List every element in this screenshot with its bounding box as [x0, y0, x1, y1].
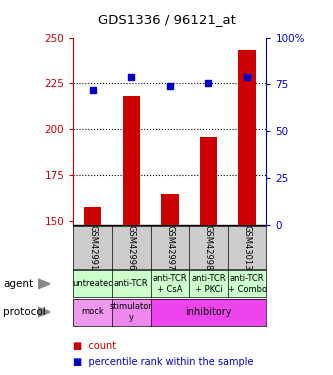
Text: agent: agent [3, 279, 33, 289]
Text: GSM42991: GSM42991 [88, 225, 97, 270]
Text: mock: mock [81, 308, 104, 316]
Text: GSM42996: GSM42996 [127, 225, 136, 270]
Text: GSM43013: GSM43013 [242, 225, 252, 270]
Bar [200, 137, 217, 225]
Text: protocol: protocol [3, 307, 46, 317]
Bar [238, 50, 256, 225]
Bar [123, 96, 140, 225]
Text: ■  count: ■ count [73, 341, 117, 351]
Text: stimulator
y: stimulator y [110, 302, 153, 322]
Text: GSM42997: GSM42997 [165, 225, 174, 270]
Text: inhibitory: inhibitory [185, 307, 232, 317]
Polygon shape [38, 307, 50, 317]
Text: untreated: untreated [72, 279, 113, 288]
Text: ■  percentile rank within the sample: ■ percentile rank within the sample [73, 357, 254, 367]
Bar [84, 207, 101, 225]
Text: anti-TCR: anti-TCR [114, 279, 149, 288]
Text: GSM42998: GSM42998 [204, 225, 213, 270]
Text: anti-TCR
+ Combo: anti-TCR + Combo [227, 274, 267, 294]
Text: GDS1336 / 96121_at: GDS1336 / 96121_at [98, 13, 235, 26]
Polygon shape [38, 279, 50, 289]
Bar [161, 194, 178, 225]
Text: anti-TCR
+ CsA: anti-TCR + CsA [153, 274, 187, 294]
Text: anti-TCR
+ PKCi: anti-TCR + PKCi [191, 274, 226, 294]
